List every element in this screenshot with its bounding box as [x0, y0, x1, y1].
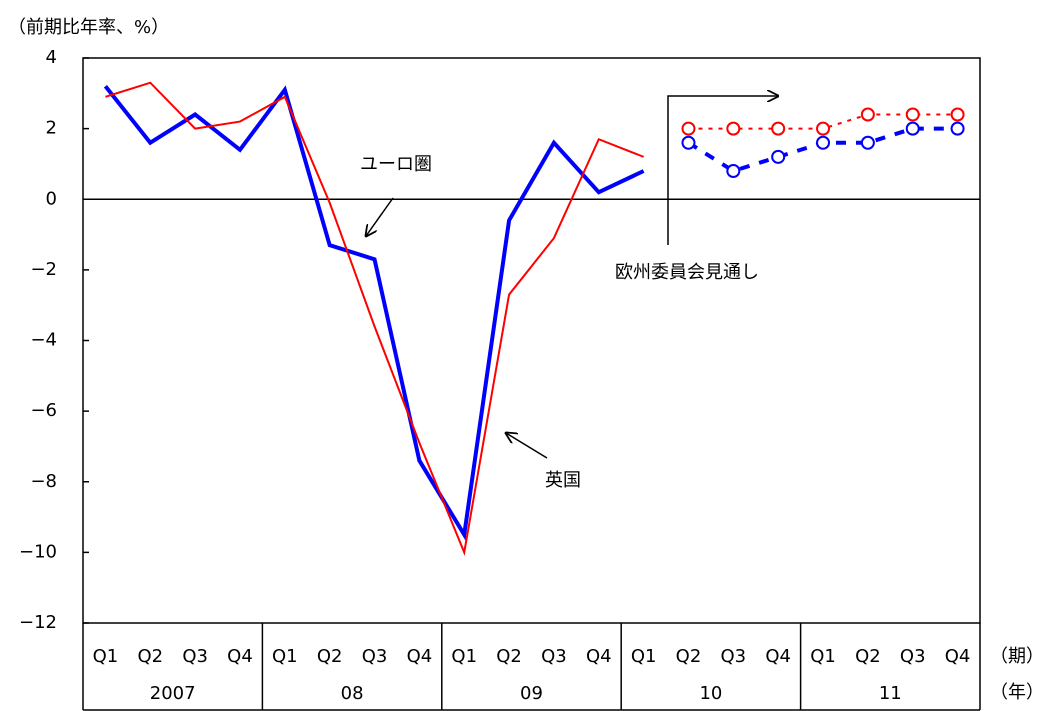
x-tick-label: Q2	[855, 646, 881, 667]
x-tick-label: Q3	[721, 646, 747, 667]
forecast-point	[860, 107, 875, 122]
arrow	[366, 197, 394, 236]
year-label: 2007	[150, 683, 196, 704]
x-tick-label: Q3	[182, 646, 208, 667]
series-line	[105, 81, 644, 556]
x-tick-label: Q4	[227, 646, 253, 667]
x-tick-label: Q1	[451, 646, 477, 667]
forecast-point	[905, 121, 920, 136]
forecast-point	[726, 164, 741, 178]
x-tick-label: Q4	[945, 646, 971, 667]
forecast-point	[950, 121, 965, 136]
y-tick-label: −10	[19, 541, 57, 562]
y-tick-label: −6	[30, 400, 57, 421]
forecast-point	[681, 121, 696, 136]
x-tick-label: Q1	[631, 646, 657, 667]
annotation: ユーロ圏	[360, 154, 432, 175]
y-axis-label: （前期比年率、%）	[8, 17, 169, 38]
annotation: 英国	[545, 470, 581, 491]
x-tick-label: Q4	[586, 646, 612, 667]
forecast-point	[816, 121, 831, 136]
year-label: 10	[699, 683, 722, 704]
x-tick-label: Q2	[676, 646, 702, 667]
x-tick-label: Q2	[137, 646, 163, 667]
x-tick-label: Q1	[93, 646, 119, 667]
forecast-point	[816, 135, 831, 150]
y-tick-label: 0	[46, 188, 57, 209]
year-axis-label: （年）	[990, 682, 1044, 703]
forecast-point	[681, 135, 696, 150]
year-label: 09	[520, 683, 543, 704]
y-tick-label: −12	[19, 612, 57, 633]
arrow	[506, 433, 548, 459]
y-tick-label: −2	[30, 259, 57, 280]
annotation: 欧州委員会見通し	[615, 262, 759, 283]
year-label: 08	[341, 683, 364, 704]
x-tick-label: Q3	[900, 646, 926, 667]
y-tick-label: 2	[46, 118, 57, 139]
x-tick-label: Q4	[765, 646, 791, 667]
y-tick-label: 4	[46, 47, 57, 68]
x-tick-label: Q2	[317, 646, 343, 667]
forecast-bracket	[667, 96, 778, 245]
forecast-point	[726, 121, 741, 136]
year-label: 11	[879, 683, 902, 704]
x-tick-label: Q3	[362, 646, 388, 667]
forecast-point	[905, 107, 920, 122]
x-axis-label: （期）	[990, 646, 1044, 667]
x-tick-label: Q3	[541, 646, 567, 667]
forecast-point	[771, 121, 786, 136]
x-tick-label: Q1	[810, 646, 836, 667]
x-tick-label: Q1	[272, 646, 298, 667]
x-tick-label: Q2	[496, 646, 522, 667]
x-tick-label: Q4	[407, 646, 433, 667]
forecast-point	[771, 149, 786, 164]
forecast-point	[860, 135, 875, 150]
series-line	[103, 85, 645, 541]
forecast-point	[950, 107, 965, 122]
y-tick-label: −4	[30, 330, 57, 351]
y-tick-label: −8	[30, 471, 57, 492]
